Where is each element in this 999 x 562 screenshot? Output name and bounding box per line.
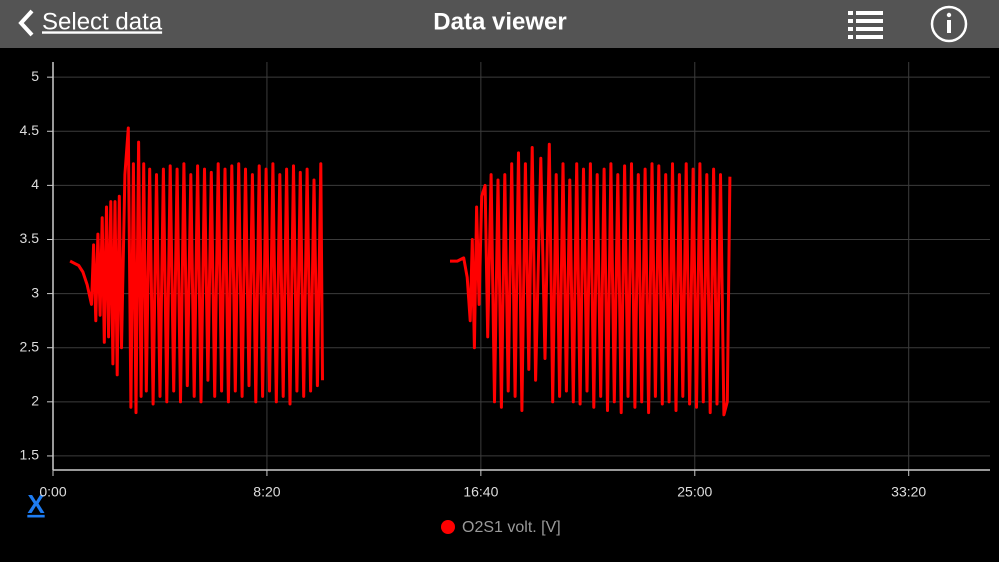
back-chevron [18,9,34,37]
y-tick-label: 3.5 [20,230,40,246]
screen-title: Data viewer [433,8,566,35]
y-tick-label: 3 [31,284,39,300]
x-tick-label: 16:40 [463,484,498,500]
y-tick-label: 5 [31,68,39,84]
y-tick-label: 4 [31,176,39,192]
top-bar [0,0,999,48]
y-tick-label: 2.5 [20,338,40,354]
x-tick-label: 0:00 [39,484,66,500]
legend-swatch [441,520,455,534]
x-tick-label: 33:20 [891,484,926,500]
y-tick-label: 1.5 [20,447,40,463]
info-button[interactable] [930,5,968,43]
legend-label: O2S1 volt. [V] [462,519,561,536]
x-tick-label: 25:00 [677,484,712,500]
back-button[interactable]: Select data [18,8,163,37]
y-tick-label: 4.5 [20,122,40,138]
back-label[interactable]: Select data [42,8,163,35]
y-tick-label: 2 [31,393,39,409]
data-line [69,126,732,417]
list-button[interactable] [848,11,883,39]
reset-zoom-link[interactable]: X [27,489,45,519]
x-tick-label: 8:20 [253,484,280,500]
